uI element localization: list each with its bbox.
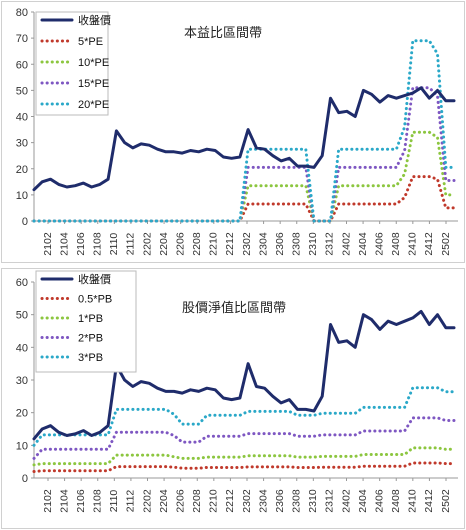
x-tick-label: 2502 — [440, 232, 452, 256]
x-tick-label: 2412 — [423, 489, 435, 513]
y-tick-label: 50 — [16, 85, 28, 97]
legend-entry: 0.5*PB — [78, 294, 112, 306]
x-tick-label: 2406 — [373, 489, 385, 513]
y-tick-label: 40 — [16, 112, 28, 124]
x-tick-label: 2110 — [108, 233, 120, 256]
y-tick-label: 0 — [22, 473, 28, 485]
legend-entry: 1*PB — [78, 313, 103, 325]
x-tick-label: 2304 — [257, 489, 269, 513]
x-tick-label: 2402 — [340, 489, 352, 513]
x-tick-label: 2112 — [125, 490, 137, 513]
x-tick-label: 2412 — [423, 232, 435, 256]
x-tick-label: 2108 — [92, 489, 104, 513]
x-tick-label: 2212 — [224, 232, 236, 256]
legend-box — [35, 11, 109, 116]
x-tick-label: 2206 — [174, 489, 186, 513]
x-tick-label: 2312 — [324, 232, 336, 256]
x-tick-label: 2410 — [407, 232, 419, 256]
x-tick-label: 2202 — [141, 489, 153, 513]
x-tick-label: 2304 — [257, 232, 269, 256]
series-line-4 — [32, 39, 456, 223]
pb-band-chart-panel: 0 10 20 30 40 50 60 2102 2104 2106 2108 2110 2112 220… — [0, 267, 466, 530]
x-tick-label: 2306 — [274, 232, 286, 256]
y-tick-label: 20 — [16, 164, 28, 176]
y-tick-label: 0 — [22, 216, 28, 228]
pe-band-chart: 0 10 20 30 40 50 60 70 80 2102 2104 2106 2108 2110 211… — [16, 7, 458, 256]
legend-box — [35, 270, 137, 373]
x-tick-label: 2204 — [158, 232, 170, 256]
x-tick-label: 2108 — [92, 232, 104, 256]
x-tick-label: 2308 — [291, 232, 303, 256]
x-tick-label: 2502 — [440, 489, 452, 513]
y-tick-label: 40 — [16, 342, 28, 354]
x-tick-label: 2204 — [158, 489, 170, 513]
x-tick-label: 2106 — [75, 489, 87, 513]
x-tick-label: 2112 — [125, 233, 137, 256]
series-line-1 — [32, 461, 456, 473]
legend-entry: 10*PE — [78, 57, 109, 69]
y-tick-label: 70 — [16, 33, 28, 45]
x-tick-label: 2408 — [390, 232, 402, 256]
y-tick-label: 50 — [16, 310, 28, 322]
x-tick-label: 2208 — [191, 232, 203, 256]
x-tick-label: 2306 — [274, 489, 286, 513]
y-tick-label: 30 — [16, 138, 28, 150]
x-tick-label: 2302 — [241, 489, 253, 513]
legend-entry: 2*PB — [78, 333, 103, 345]
legend-entry: 5*PE — [78, 36, 103, 48]
legend-entry: 20*PE — [78, 99, 109, 111]
y-tick-label: 10 — [16, 440, 28, 452]
x-tick-label: 2302 — [241, 232, 253, 256]
y-tick-label: 80 — [16, 7, 28, 19]
x-tick-label: 2104 — [58, 232, 70, 256]
x-tick-label: 2310 — [307, 489, 319, 513]
x-tick-label: 2308 — [291, 489, 303, 513]
series-line-2 — [32, 446, 456, 467]
pb-band-chart: 0 10 20 30 40 50 60 2102 2104 2106 2108 2110 2112 220… — [16, 270, 458, 513]
x-tick-label: 2210 — [208, 489, 220, 513]
legend-entry: 3*PB — [78, 352, 103, 364]
y-tick-label: 30 — [16, 375, 28, 387]
x-tick-label: 2210 — [208, 232, 220, 256]
legend-entry: 收盤價 — [78, 272, 111, 286]
legend-entry: 15*PE — [78, 78, 109, 90]
series-line-0 — [32, 86, 456, 192]
x-tick-label: 2404 — [357, 232, 369, 256]
x-tick-label: 2104 — [58, 489, 70, 513]
chart-title: 股價淨值比區間帶 — [182, 300, 286, 315]
y-tick-label: 60 — [16, 59, 28, 71]
y-tick-label: 60 — [16, 277, 28, 289]
chart-title: 本益比區間帶 — [184, 25, 262, 40]
x-tick-label: 2102 — [42, 232, 54, 256]
x-tick-label: 2102 — [42, 489, 54, 513]
x-tick-label: 2406 — [373, 232, 385, 256]
x-tick-label: 2212 — [224, 489, 236, 513]
pe-band-chart-panel: 0 10 20 30 40 50 60 70 80 2102 2104 2106 2108 2110 211… — [0, 0, 466, 264]
x-tick-label: 2206 — [174, 232, 186, 256]
series-line-0 — [32, 309, 456, 441]
x-tick-label: 2404 — [357, 489, 369, 513]
x-tick-label: 2208 — [191, 489, 203, 513]
x-tick-label: 2106 — [75, 232, 87, 256]
x-tick-label: 2408 — [390, 489, 402, 513]
x-tick-label: 2202 — [141, 232, 153, 256]
x-tick-label: 2110 — [108, 490, 120, 513]
series-line-4 — [32, 386, 456, 447]
y-tick-label: 20 — [16, 408, 28, 420]
x-tick-label: 2310 — [307, 232, 319, 256]
y-tick-label: 10 — [16, 190, 28, 202]
legend-entry: 收盤價 — [78, 13, 111, 27]
x-tick-label: 2312 — [324, 489, 336, 513]
series-line-3 — [32, 416, 456, 460]
x-tick-label: 2410 — [407, 489, 419, 513]
x-tick-label: 2402 — [340, 232, 352, 256]
